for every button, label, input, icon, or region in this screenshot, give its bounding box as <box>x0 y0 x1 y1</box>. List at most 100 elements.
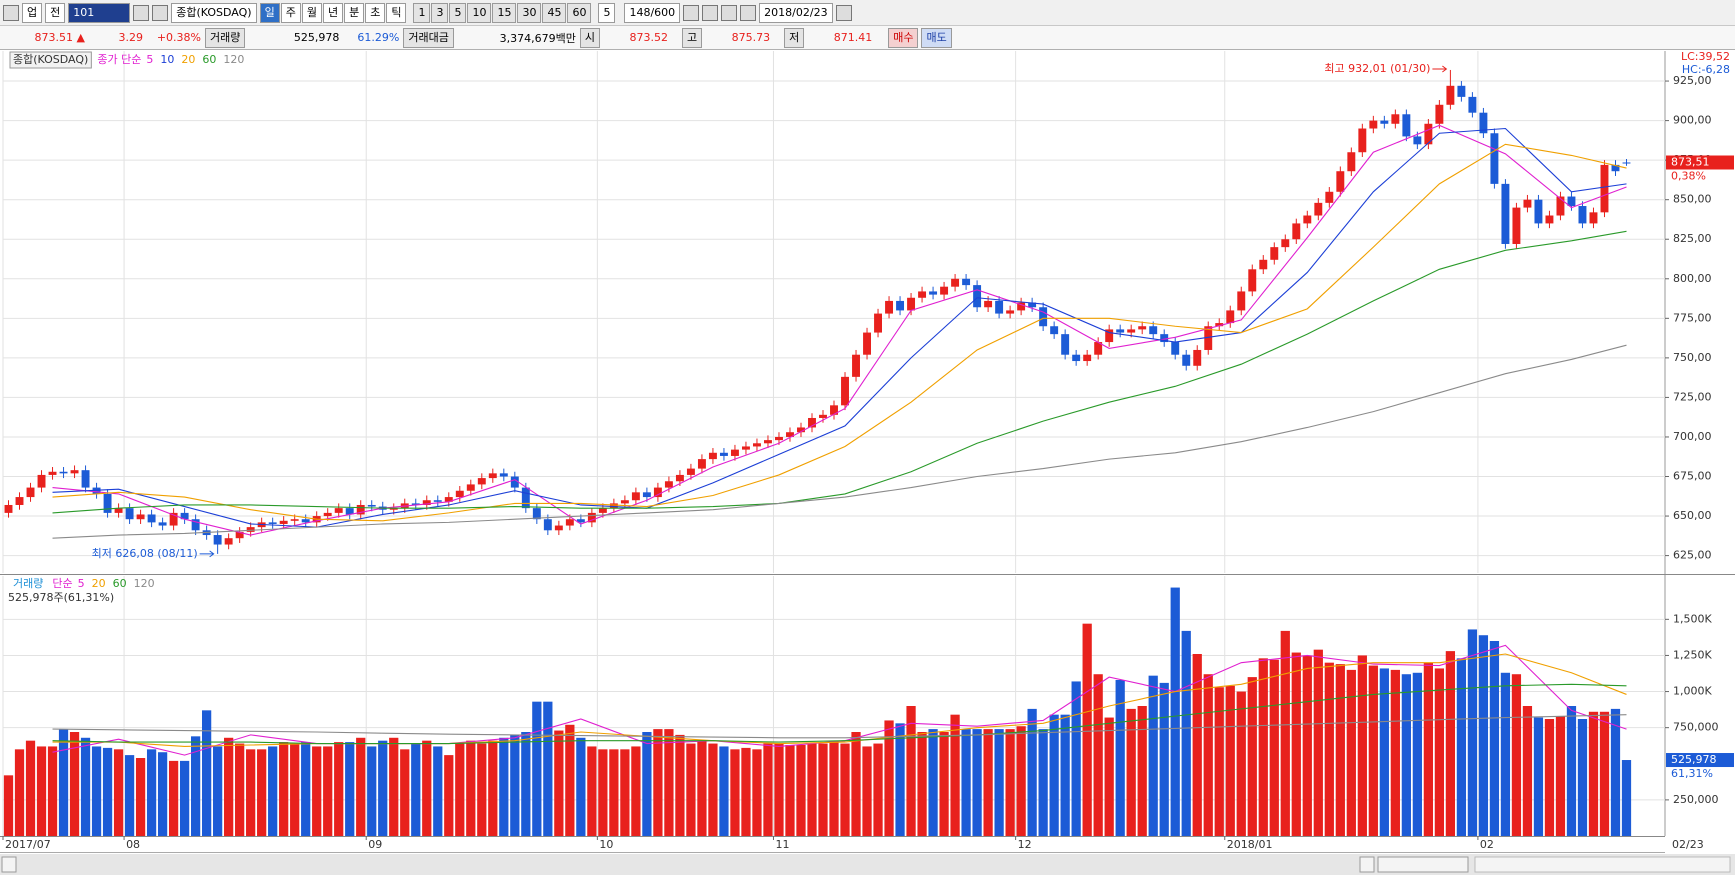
lc-label: LC:39,52 <box>1681 50 1730 63</box>
candle-body <box>411 503 420 505</box>
candle-body <box>301 519 310 523</box>
volume-bar <box>202 710 212 836</box>
interval-button[interactable]: 5 <box>449 2 467 23</box>
tool-icon[interactable] <box>683 4 700 21</box>
volume-bar <box>1247 677 1257 836</box>
volume-bar <box>14 749 25 836</box>
candle-body <box>775 436 783 441</box>
period-button[interactable]: 일 <box>259 2 280 23</box>
volume-bar <box>829 740 839 836</box>
market-select[interactable]: 업 <box>22 2 43 23</box>
volume-bar <box>1357 655 1367 836</box>
search-icon[interactable] <box>133 4 150 21</box>
volume-bar <box>631 746 641 836</box>
code-input[interactable]: 101 <box>68 2 131 23</box>
candle-body <box>1369 120 1378 129</box>
interval-button[interactable]: 1 <box>413 2 431 23</box>
candle-body <box>224 538 233 545</box>
candle-body <box>929 291 938 295</box>
volume-bar <box>950 714 960 836</box>
interval-button[interactable]: 15 <box>492 2 517 23</box>
line-icon[interactable] <box>702 4 719 21</box>
buy-button[interactable]: 매수 <box>888 27 919 48</box>
volume-bar <box>1467 629 1478 836</box>
price-tag <box>1666 155 1734 170</box>
candle-body <box>1578 206 1587 224</box>
period-button[interactable]: 년 <box>322 2 344 23</box>
x-tick-label: 12 <box>1018 838 1032 851</box>
quote-open: 873.52 <box>629 31 668 44</box>
period-button[interactable]: 분 <box>344 2 365 23</box>
playback-controls[interactable] <box>1377 856 1469 873</box>
calendar-icon[interactable] <box>835 4 852 21</box>
y-tick-label: 750,000 <box>1673 721 1719 734</box>
save-icon[interactable] <box>721 4 738 21</box>
volume-bar <box>763 743 773 836</box>
scrollbar[interactable] <box>0 854 1735 875</box>
volume-tag-label: 525,978 <box>1671 753 1717 766</box>
candle-body <box>1325 191 1334 203</box>
candle-body <box>940 286 949 295</box>
period-button[interactable]: 주 <box>280 2 301 23</box>
hc-label: HC:-6,28 <box>1682 63 1730 76</box>
menu-icon[interactable] <box>3 4 19 21</box>
candle-body <box>290 519 299 521</box>
candle-body <box>973 285 982 308</box>
scroll-right[interactable] <box>1359 856 1375 873</box>
candle-body <box>488 473 497 479</box>
volume-label: 거래량 <box>205 27 246 48</box>
volume-bar <box>102 747 113 836</box>
zoom-controls[interactable] <box>1474 856 1731 873</box>
candle-body <box>1457 85 1466 97</box>
candle-body <box>565 519 574 526</box>
candle-body <box>764 440 772 444</box>
scroll-left[interactable] <box>1 856 17 873</box>
volume-bar <box>752 749 762 836</box>
candle-body <box>136 514 145 520</box>
volume-bar <box>653 729 663 836</box>
candle-body <box>1138 326 1147 330</box>
volume-bar <box>1489 641 1500 836</box>
candle-body <box>1039 307 1048 327</box>
sell-button[interactable]: 매도 <box>921 27 952 48</box>
volume-bar <box>422 740 432 836</box>
candle-body <box>213 535 222 545</box>
volume-bar <box>1577 719 1588 836</box>
volume-bar <box>598 749 608 836</box>
period-button[interactable]: 초 <box>365 2 386 23</box>
x-tick-label: 2018/01 <box>1227 838 1273 851</box>
interval-button[interactable]: 45 <box>542 2 567 23</box>
interval-button[interactable]: 30 <box>517 2 542 23</box>
sound-icon[interactable] <box>152 4 169 21</box>
period-button[interactable]: 월 <box>301 2 322 23</box>
settings-icon[interactable] <box>740 4 757 21</box>
candle-body <box>841 376 849 406</box>
candle-body <box>1105 329 1114 343</box>
end-date-box <box>1665 836 1735 853</box>
candle-body <box>631 492 640 501</box>
unit-select[interactable]: 5 <box>598 2 616 23</box>
volume-bar <box>488 740 498 836</box>
candle-body <box>147 514 156 523</box>
volume-bar <box>257 749 267 836</box>
y-tick-label: 675,00 <box>1673 470 1712 483</box>
volume-bar <box>1401 674 1411 836</box>
interval-button[interactable]: 10 <box>467 2 492 23</box>
interval-button[interactable]: 60 <box>567 2 592 23</box>
volume-bar <box>1379 668 1389 836</box>
volume-bar <box>1610 708 1621 836</box>
volume-bar <box>785 745 795 836</box>
legend-entry: 120 <box>223 53 244 66</box>
candle-body <box>1479 112 1488 134</box>
period-button[interactable]: 틱 <box>386 2 407 23</box>
candle-body <box>962 278 971 286</box>
candle-body <box>1314 202 1323 216</box>
interval-button[interactable]: 3 <box>431 2 449 23</box>
candle-body <box>1303 215 1312 224</box>
date-box[interactable]: 2018/02/23 <box>759 2 833 23</box>
prev-select[interactable]: 전 <box>45 2 66 23</box>
count-box[interactable]: 148/600 <box>624 2 681 23</box>
candle-body <box>554 525 563 531</box>
